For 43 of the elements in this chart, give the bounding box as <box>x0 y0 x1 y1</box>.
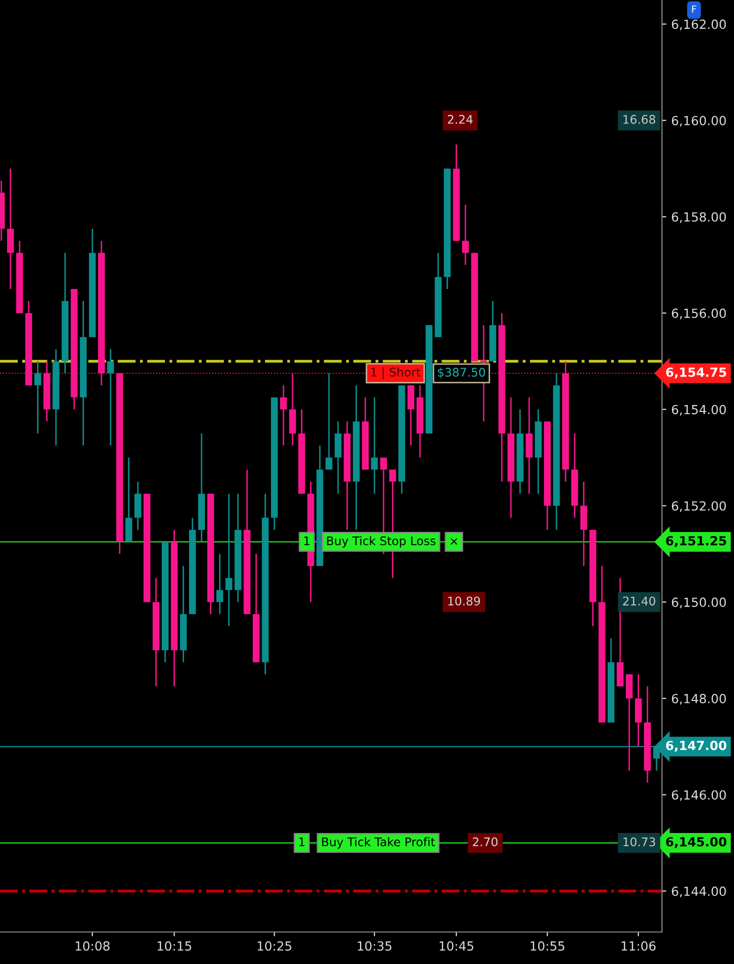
x-tick-label: 11:06 <box>622 941 656 951</box>
candlestick <box>462 204 469 266</box>
y-tick-label: 6,158.00 <box>672 212 726 223</box>
annotation: 16.68 <box>624 114 656 124</box>
annotation: × <box>450 538 458 545</box>
ref-line-label: 6,147.00 <box>666 740 726 752</box>
annotation: $387.50 <box>438 368 486 378</box>
candlestick <box>216 553 224 615</box>
candlestick <box>280 384 287 446</box>
annotation: 1 | Short <box>371 367 420 380</box>
annotation: 10.89 <box>448 596 480 606</box>
annotation: 2.24 <box>448 114 473 124</box>
y-tick-label: 6,144.00 <box>672 886 726 898</box>
y-tick-label: 6,146.00 <box>672 790 726 801</box>
annotation: Buy Tick Stop Loss <box>327 536 436 548</box>
y-tick-label: 6,162.00 <box>672 20 726 30</box>
ref-line-label: 6,145.00 <box>666 837 726 848</box>
y-tick-label: 6,154.00 <box>672 404 726 416</box>
annotation: 1 <box>299 838 304 846</box>
ref-line-label: 6,154.75 <box>666 367 726 379</box>
candlestick <box>107 348 114 446</box>
x-tick-label: 10:35 <box>358 941 392 951</box>
annotation: 2.70 <box>472 837 498 846</box>
x-tick-label: 10:25 <box>258 941 292 951</box>
candlestick <box>371 396 378 494</box>
annotation: 1 <box>304 536 310 546</box>
text: F <box>692 6 696 13</box>
annotation: Buy Tick Take Profit <box>322 837 435 849</box>
y-tick-label: 6,156.00 <box>672 308 726 320</box>
candlestick <box>34 360 42 434</box>
y-tick-label: 6,160.00 <box>672 116 726 127</box>
ref-line-label: 6,151.25 <box>666 536 726 548</box>
annotation: 10.73 <box>624 837 656 846</box>
y-tick-label: 6,150.00 <box>672 598 726 608</box>
x-tick-label: 10:08 <box>76 941 110 951</box>
annotation: 21.40 <box>623 596 656 606</box>
x-tick-label: 10:45 <box>440 941 474 951</box>
candlestick <box>326 372 332 470</box>
x-tick-label: 10:55 <box>530 941 564 951</box>
x-tick-label: 10:15 <box>158 941 192 951</box>
y-tick-label: 6,152.00 <box>672 501 726 512</box>
y-tick-label: 6,148.00 <box>672 694 726 705</box>
candlestick <box>225 493 232 627</box>
